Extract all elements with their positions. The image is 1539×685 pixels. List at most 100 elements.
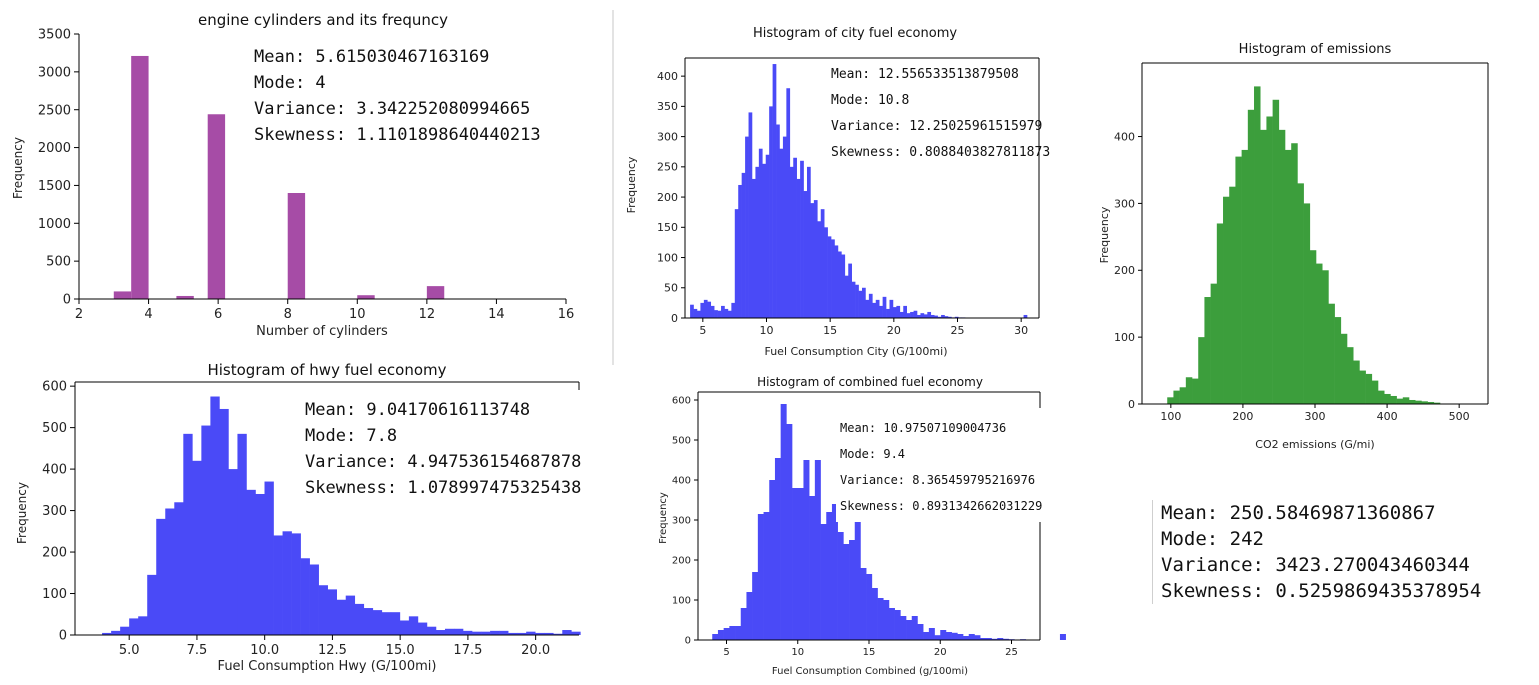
histogram-bar	[1359, 370, 1366, 404]
histogram-bar	[1378, 390, 1385, 404]
histogram-bar	[980, 638, 987, 640]
stat-skewness: Skewness: 0.5259869435378954	[1161, 580, 1482, 602]
histogram-bar	[940, 630, 947, 640]
histogram-bar	[875, 299, 880, 318]
histogram-bar	[1316, 263, 1323, 404]
histogram-bar	[176, 295, 194, 299]
histogram-bar	[273, 535, 283, 635]
histogram-bar	[207, 114, 226, 299]
y-tick-label: 100	[42, 587, 67, 602]
histogram-bar	[871, 588, 878, 640]
y-axis-label: Frequency	[658, 492, 669, 544]
histogram-bar	[951, 632, 958, 640]
histogram-bar	[535, 632, 545, 635]
x-tick-label: 4	[144, 307, 152, 322]
histogram-bar	[354, 603, 365, 635]
histogram-bar	[735, 626, 742, 640]
histogram-bar	[381, 612, 392, 635]
histogram-bar	[803, 460, 810, 640]
stat-mean: Mean: 9.04170616113748	[305, 400, 530, 420]
x-tick-label: 5	[699, 324, 706, 337]
histogram-bar	[264, 481, 274, 635]
histogram-bar	[843, 544, 850, 640]
histogram-bar	[1427, 401, 1435, 404]
histogram-bar	[763, 512, 770, 640]
histogram-bar	[913, 310, 918, 318]
histogram-bar	[111, 630, 121, 635]
histogram-bar	[1396, 398, 1404, 404]
histogram-bar	[113, 291, 132, 299]
histogram-bar	[879, 305, 883, 318]
histogram-bar	[851, 281, 856, 318]
histogram-bar	[772, 64, 777, 318]
y-tick-label: 400	[672, 476, 691, 487]
histogram-bar	[934, 315, 938, 318]
histogram-bar	[210, 396, 220, 635]
x-tick-label: 14	[488, 307, 505, 322]
x-tick-label: 10	[349, 307, 366, 322]
y-tick-label: 400	[657, 70, 678, 83]
histogram-bar	[866, 574, 873, 640]
histogram-bar	[399, 620, 410, 635]
stat-variance: Variance: 12.25025961515979	[831, 119, 1042, 134]
histogram-bar	[740, 608, 747, 640]
hwy-chart: Histogram of hwy fuel economy 5.0 7.5 10.0…	[0, 355, 600, 680]
histogram-bar	[934, 635, 941, 640]
stat-mode: Mode: 4	[254, 73, 326, 93]
histogram-bar	[923, 632, 930, 640]
x-axis-label: Fuel Consumption Hwy (G/100mi)	[218, 659, 437, 674]
histogram-bar	[147, 574, 157, 635]
y-tick-label: 100	[672, 596, 691, 607]
histogram-bar	[499, 630, 509, 635]
histogram-bar	[894, 610, 901, 640]
chart-title: engine cylinders and its frequncy	[198, 11, 448, 29]
histogram-bar	[831, 239, 835, 318]
stat-skewness: Skewness: 1.078997475325438	[305, 478, 581, 498]
histogram-bar	[327, 589, 338, 635]
histogram-bar	[1285, 149, 1292, 404]
histogram-bar	[1192, 378, 1199, 404]
x-tick-label: 10	[759, 324, 773, 337]
histogram-bar	[911, 616, 918, 640]
histogram-bar	[1229, 186, 1236, 404]
histogram-bar	[827, 236, 832, 318]
x-axis-label: Fuel Consumption City (G/100mi)	[764, 345, 947, 358]
histogram-bar	[872, 302, 877, 318]
x-tick-label: 500	[1449, 410, 1470, 423]
histogram-bar	[862, 287, 866, 318]
histogram-bar	[930, 314, 935, 318]
stat-skewness: Skewness: 0.8931342662031229	[840, 499, 1042, 513]
histogram-bar	[1266, 116, 1273, 404]
histogram-bar	[703, 299, 708, 318]
stat-variance: Variance: 8.365459795216976	[840, 473, 1035, 487]
histogram-bar	[741, 172, 746, 318]
histogram-bar	[817, 221, 822, 318]
histogram-bar	[1260, 129, 1267, 405]
histogram-bar	[810, 203, 815, 318]
histogram-bar	[923, 314, 928, 318]
histogram-bar	[1433, 402, 1441, 404]
stat-mean: Mean: 10.97507109004736	[840, 421, 1006, 435]
histogram-bar	[985, 638, 992, 640]
histogram-bar	[490, 630, 500, 635]
histogram-bar	[882, 296, 887, 318]
histogram-bar	[721, 305, 725, 318]
histogram-bar	[841, 254, 846, 318]
histogram-bar	[138, 616, 148, 635]
histogram-bar	[906, 620, 913, 640]
histogram-bar	[714, 310, 718, 318]
histogram-bar	[849, 540, 856, 640]
histogram-bar	[797, 488, 804, 640]
histogram-bar	[120, 626, 130, 635]
histogram-bar	[746, 592, 753, 640]
histogram-bar	[806, 166, 811, 318]
histogram-bar	[1185, 377, 1193, 404]
histogram-bar	[757, 514, 764, 640]
y-tick-label: 0	[59, 629, 67, 644]
histogram-bar	[937, 316, 942, 318]
histogram-bar	[700, 302, 705, 318]
y-axis-label: Frequency	[11, 137, 25, 199]
y-tick-label: 300	[1114, 197, 1135, 210]
histogram-bar	[336, 599, 347, 635]
x-tick-label: 12	[419, 307, 436, 322]
